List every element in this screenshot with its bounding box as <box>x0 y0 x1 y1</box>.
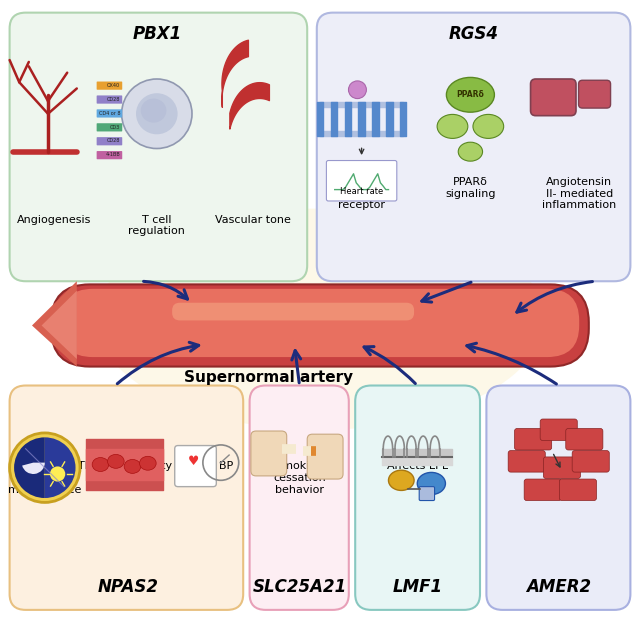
FancyBboxPatch shape <box>531 79 576 116</box>
FancyBboxPatch shape <box>540 419 577 441</box>
Circle shape <box>50 466 65 482</box>
Text: Smoking
cessation
behavior: Smoking cessation behavior <box>273 461 326 495</box>
Text: RGS4: RGS4 <box>449 25 499 43</box>
Text: Affects LPL: Affects LPL <box>387 461 448 471</box>
Text: Cell migration: Cell migration <box>520 461 598 471</box>
FancyBboxPatch shape <box>10 386 243 610</box>
Text: CD3: CD3 <box>110 125 120 130</box>
Ellipse shape <box>437 114 468 138</box>
Text: LMF1: LMF1 <box>392 578 442 596</box>
Text: SLC25A21: SLC25A21 <box>252 578 347 596</box>
FancyBboxPatch shape <box>250 386 349 610</box>
FancyBboxPatch shape <box>97 137 122 145</box>
FancyBboxPatch shape <box>559 479 596 501</box>
FancyBboxPatch shape <box>515 428 552 450</box>
Ellipse shape <box>124 459 141 473</box>
Ellipse shape <box>388 470 414 490</box>
Text: Circadian
rhythm
maintenance: Circadian rhythm maintenance <box>8 461 81 495</box>
Polygon shape <box>42 291 77 359</box>
FancyBboxPatch shape <box>566 428 603 450</box>
Text: Supernormal artery: Supernormal artery <box>184 370 353 385</box>
Ellipse shape <box>458 142 483 161</box>
FancyBboxPatch shape <box>97 82 122 90</box>
FancyBboxPatch shape <box>97 151 122 159</box>
Text: PBX1: PBX1 <box>132 25 181 43</box>
Text: G protein
coupled
receptor: G protein coupled receptor <box>336 177 387 210</box>
FancyBboxPatch shape <box>175 446 216 487</box>
FancyBboxPatch shape <box>10 13 307 281</box>
FancyBboxPatch shape <box>317 13 630 281</box>
Text: CD28: CD28 <box>107 97 120 102</box>
Text: Thrombogenicity: Thrombogenicity <box>77 461 172 471</box>
FancyBboxPatch shape <box>307 434 343 479</box>
FancyBboxPatch shape <box>579 80 611 108</box>
Text: Affects BP: Affects BP <box>177 461 233 471</box>
Text: Heart rate: Heart rate <box>340 187 383 196</box>
FancyBboxPatch shape <box>326 161 397 201</box>
FancyBboxPatch shape <box>419 487 435 501</box>
Text: 4-1BB: 4-1BB <box>106 152 120 157</box>
Text: CD4 or 8: CD4 or 8 <box>99 111 120 116</box>
Ellipse shape <box>92 458 109 471</box>
FancyBboxPatch shape <box>524 479 561 501</box>
FancyBboxPatch shape <box>572 451 609 472</box>
FancyBboxPatch shape <box>355 386 480 610</box>
Text: CD28: CD28 <box>107 138 120 143</box>
Circle shape <box>349 81 366 99</box>
Ellipse shape <box>140 456 156 470</box>
Ellipse shape <box>417 473 445 494</box>
Circle shape <box>220 461 222 464</box>
Ellipse shape <box>473 114 504 138</box>
FancyBboxPatch shape <box>251 431 287 476</box>
Text: PPARδ
signaling: PPARδ signaling <box>445 177 495 198</box>
Text: T cell
regulation: T cell regulation <box>129 215 185 236</box>
Text: AMER2: AMER2 <box>526 578 591 596</box>
FancyBboxPatch shape <box>486 386 630 610</box>
Text: Angiotensin
II- mediated
inflammation: Angiotensin II- mediated inflammation <box>542 177 616 210</box>
FancyBboxPatch shape <box>97 123 122 131</box>
Text: OX40: OX40 <box>107 83 120 88</box>
Ellipse shape <box>447 78 495 112</box>
Text: PPARδ: PPARδ <box>456 90 484 99</box>
FancyBboxPatch shape <box>97 95 122 104</box>
Ellipse shape <box>141 99 166 123</box>
Ellipse shape <box>108 454 124 468</box>
Circle shape <box>122 79 192 149</box>
FancyBboxPatch shape <box>61 289 579 357</box>
Ellipse shape <box>136 94 178 135</box>
Ellipse shape <box>96 209 544 430</box>
FancyBboxPatch shape <box>543 457 580 478</box>
FancyBboxPatch shape <box>172 303 414 320</box>
Wedge shape <box>45 437 76 498</box>
Polygon shape <box>32 281 77 367</box>
Text: ♥: ♥ <box>188 455 199 468</box>
FancyBboxPatch shape <box>508 451 545 472</box>
Circle shape <box>10 433 80 502</box>
Text: Vascular tone: Vascular tone <box>215 215 291 225</box>
FancyBboxPatch shape <box>97 109 122 118</box>
Text: Angiogenesis: Angiogenesis <box>17 215 92 225</box>
Wedge shape <box>14 437 45 498</box>
Wedge shape <box>22 463 45 474</box>
Text: NPAS2: NPAS2 <box>97 578 159 596</box>
FancyBboxPatch shape <box>51 284 589 367</box>
